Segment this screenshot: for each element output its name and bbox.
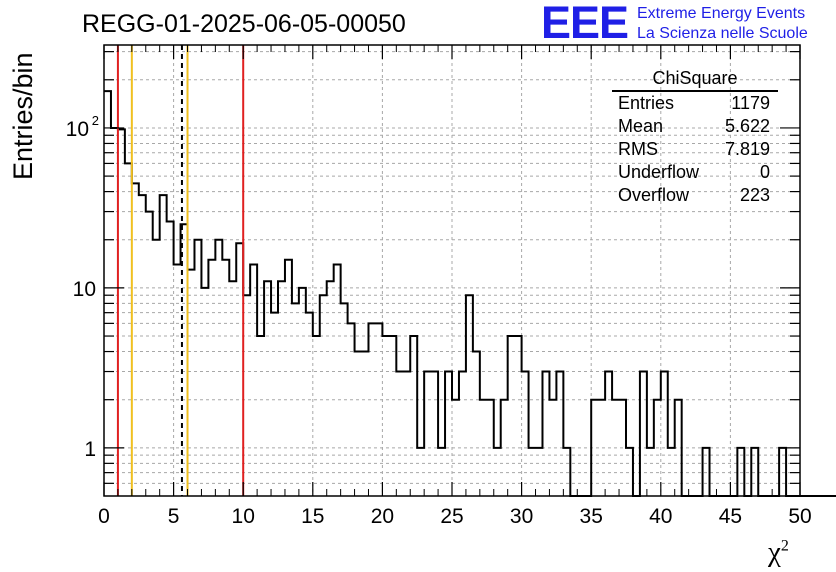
stats-row-overflow: Overflow 223 — [612, 184, 778, 207]
stats-value: 7.819 — [724, 139, 770, 159]
logo-line-2: La Scienza nelle Scuole — [637, 25, 808, 42]
y-tick-label-exponent: 2 — [92, 113, 99, 128]
y-tick-label: 1 — [84, 438, 96, 461]
stats-box: ChiSquare Entries 1179 Mean 5.622 RMS 7.… — [612, 66, 778, 207]
x-axis-label: χ2 — [768, 536, 789, 569]
eee-logo-mark: EEE — [541, 0, 629, 48]
x-tick-label: 25 — [440, 505, 463, 528]
stats-value: 0 — [759, 162, 770, 182]
x-tick-label: 50 — [788, 505, 811, 528]
stats-value: 5.622 — [724, 116, 770, 136]
stats-row-mean: Mean 5.622 — [612, 115, 778, 138]
logo-line-1: Extreme Energy Events — [637, 5, 806, 22]
x-tick-label: 45 — [719, 505, 742, 528]
stats-label: RMS — [618, 139, 658, 159]
x-tick-label: 0 — [98, 505, 110, 528]
x-tick-label: 35 — [580, 505, 603, 528]
stats-row-rms: RMS 7.819 — [612, 138, 778, 161]
stats-label: Entries — [618, 93, 675, 113]
histogram-line — [104, 90, 836, 497]
x-tick-label: 20 — [371, 505, 394, 528]
stats-label: Overflow — [618, 185, 690, 205]
stats-title: ChiSquare — [612, 66, 778, 92]
y-tick-label: 10 — [66, 118, 89, 141]
stats-label: Mean — [618, 116, 664, 136]
stats-value: 1179 — [731, 93, 770, 113]
stats-row-entries: Entries 1179 — [612, 92, 778, 115]
x-tick-label: 5 — [168, 505, 180, 528]
x-tick-label: 30 — [510, 505, 533, 528]
x-axis-label-superscript: 2 — [780, 537, 789, 555]
stats-value: 223 — [739, 185, 770, 205]
x-axis-label-text: χ — [768, 536, 781, 568]
page-title: REGG-01-2025-06-05-00050 — [82, 10, 406, 38]
x-tick-label: 10 — [232, 505, 255, 528]
x-tick-label: 15 — [301, 505, 324, 528]
y-axis-label: Entries/bin — [8, 52, 38, 180]
stats-label: Underflow — [618, 162, 700, 182]
stats-row-underflow: Underflow 0 — [612, 161, 778, 184]
y-tick-label: 10 — [73, 278, 96, 301]
x-tick-label: 40 — [649, 505, 672, 528]
